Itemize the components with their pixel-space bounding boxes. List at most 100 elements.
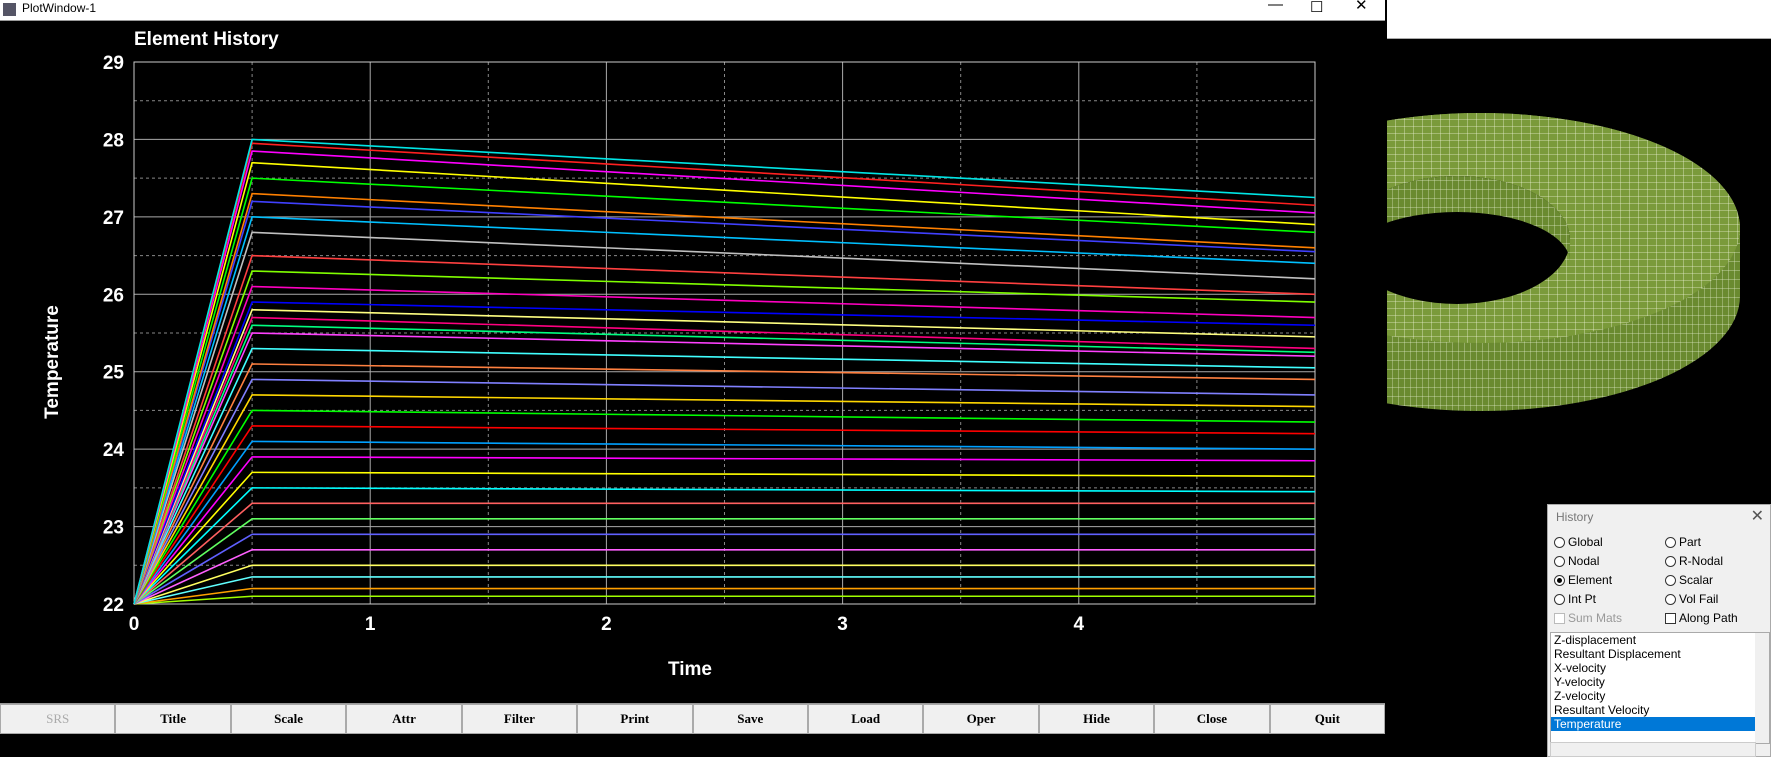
series-line [133, 456, 1316, 605]
series-line [133, 347, 1316, 605]
radio[interactable] [1554, 536, 1565, 548]
option-label: Part [1679, 535, 1702, 549]
series-line [133, 425, 1316, 605]
window-titlebar: PlotWindow-1 — ☐ ✕ [0, 0, 1385, 21]
series-line [133, 254, 1316, 605]
series-line [133, 301, 1316, 605]
radio[interactable] [1665, 555, 1676, 567]
button[interactable]: Oper [923, 704, 1039, 734]
x-tick-label: 3 [837, 614, 848, 635]
option[interactable]: Element [1554, 573, 1612, 587]
series-line [133, 161, 1316, 605]
series-line [133, 378, 1316, 605]
history-panel: History ✕ Z-displacement Resultant Displa… [1547, 504, 1771, 757]
option-label: Int Pt [1568, 592, 1597, 606]
checkbox [1554, 612, 1565, 624]
series-line [133, 285, 1316, 605]
minimize[interactable]: — [1268, 0, 1283, 13]
button[interactable]: Print [577, 704, 693, 734]
list-item[interactable]: Temperature [1551, 717, 1769, 731]
option[interactable]: Int Pt [1554, 592, 1596, 606]
plot-frame [133, 61, 1316, 605]
y-tick-label: 25 [103, 363, 125, 384]
series-line [133, 548, 1315, 605]
torus-model [1387, 113, 1740, 411]
series-line [133, 231, 1316, 605]
option[interactable]: Along Path [1665, 611, 1738, 625]
option[interactable]: Global [1554, 535, 1603, 549]
option[interactable]: Part [1665, 535, 1701, 549]
variable-list[interactable]: Z-displacement Resultant Displacement X-ve… [1550, 632, 1770, 744]
button[interactable]: Filter [461, 704, 578, 734]
series-line [133, 487, 1316, 605]
list-item[interactable]: Resultant Displacement [1554, 647, 1681, 661]
option-label: Along Path [1679, 611, 1738, 625]
radio[interactable] [1665, 536, 1676, 548]
y-tick-label: 27 [103, 208, 124, 229]
series-line [133, 316, 1316, 605]
button[interactable]: Scale [230, 704, 347, 734]
button[interactable]: Save [692, 704, 808, 734]
y-axis-label: Temperature [42, 305, 63, 419]
series-line [133, 363, 1316, 605]
radio[interactable] [1554, 555, 1565, 567]
series-line [133, 192, 1316, 605]
radio[interactable] [1665, 593, 1676, 605]
y-tick-label: 28 [103, 130, 124, 151]
button[interactable]: Close [1154, 704, 1270, 734]
option-label: Global [1568, 535, 1603, 549]
option[interactable]: Scalar [1665, 573, 1713, 587]
y-tick-label: 23 [103, 518, 124, 539]
radio[interactable] [1554, 593, 1565, 605]
list-item[interactable]: Resultant Velocity [1554, 703, 1650, 717]
option[interactable]: R-Nodal [1665, 554, 1723, 568]
button[interactable]: Quit [1269, 704, 1386, 734]
checkbox[interactable] [1665, 612, 1676, 624]
list-item[interactable]: Z-velocity [1554, 689, 1606, 703]
button[interactable]: Attr [346, 704, 462, 734]
scrollbar[interactable] [1755, 633, 1769, 743]
series-line [133, 216, 1316, 605]
button: SRS [0, 704, 116, 734]
y-tick-label: 29 [103, 53, 124, 74]
button[interactable]: Hide [1038, 704, 1155, 734]
list-item[interactable]: Y-velocity [1554, 675, 1605, 689]
button[interactable]: Title [115, 704, 231, 734]
series-line [133, 440, 1316, 605]
list-item[interactable]: X-velocity [1554, 661, 1607, 675]
series-line [133, 308, 1316, 605]
series-line [133, 533, 1315, 605]
h-scrollbar[interactable] [1550, 742, 1756, 757]
background-window [1387, 0, 1771, 39]
option-label: Vol Fail [1679, 592, 1719, 606]
series-line [133, 518, 1315, 605]
option[interactable]: Vol Fail [1665, 592, 1718, 606]
panel-close[interactable]: ✕ [1750, 508, 1764, 525]
series-line [133, 587, 1315, 605]
series-line [133, 564, 1315, 605]
series-line [133, 409, 1316, 605]
panel-title: History [1556, 510, 1594, 524]
option[interactable]: Nodal [1554, 554, 1599, 568]
series-line [133, 177, 1316, 605]
x-tick-label: 1 [365, 614, 376, 635]
option-label: R-Nodal [1679, 554, 1724, 568]
series-line [133, 576, 1315, 605]
series-line [133, 324, 1316, 605]
radio[interactable] [1554, 574, 1565, 586]
maximize[interactable]: ☐ [1310, 0, 1324, 16]
series-line [133, 502, 1315, 605]
option-label: Element [1568, 573, 1613, 587]
series-line [133, 471, 1316, 605]
x-tick-label: 4 [1074, 614, 1085, 635]
list-item[interactable]: Z-displacement [1554, 633, 1637, 647]
close-window[interactable]: ✕ [1355, 0, 1368, 14]
radio[interactable] [1665, 574, 1676, 586]
button[interactable]: Load [807, 704, 924, 734]
series-line [133, 332, 1316, 605]
option-label: Scalar [1679, 573, 1714, 587]
series-line [133, 138, 1316, 605]
